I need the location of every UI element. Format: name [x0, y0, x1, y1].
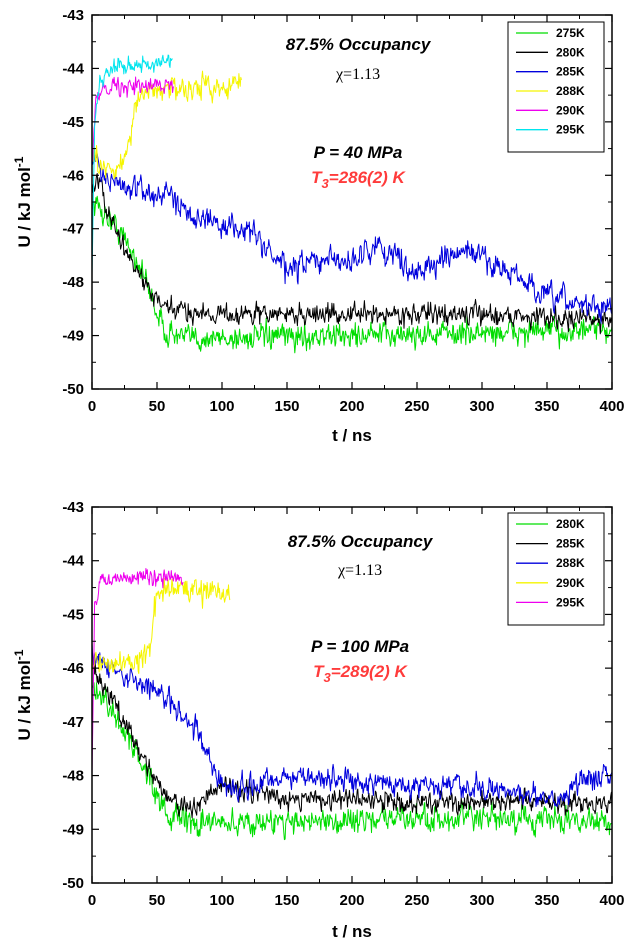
pressure-annotation: P = 100 MPa — [311, 637, 409, 656]
occupancy-annotation: 87.5% Occupancy — [288, 532, 434, 551]
x-tick-label: 200 — [339, 892, 364, 909]
legend-box — [507, 512, 605, 626]
y-tick-label: -44 — [62, 553, 84, 570]
x-tick-label: 100 — [209, 892, 234, 909]
series-line-288K — [92, 70, 242, 180]
y-tick-label: -46 — [62, 167, 84, 184]
y-tick-label: -47 — [62, 221, 84, 238]
x-tick-label: 400 — [599, 398, 624, 415]
series-line-275K — [92, 195, 612, 354]
series-line-295K — [92, 54, 173, 275]
legend-label-280K: 280K — [556, 45, 585, 59]
x-tick-label: 100 — [209, 398, 234, 415]
chart-panel-1: 0 50 100 150 200 250 300 350 400 -50 -49 -48 -47 -46 -… — [12, 7, 625, 445]
x-tick-label: 250 — [404, 892, 429, 909]
y-tick-label: -43 — [62, 499, 84, 516]
x-tick-label: 50 — [149, 892, 166, 909]
x-tick-label: 400 — [599, 892, 624, 909]
legend-label-275K: 275K — [556, 26, 585, 40]
x-tick-label: 0 — [88, 398, 96, 415]
series-line-285K — [92, 656, 612, 819]
y-tick-label: -45 — [62, 606, 84, 623]
y-tick-label: -50 — [62, 381, 84, 398]
x-tick-label: 300 — [469, 892, 494, 909]
legend-box — [507, 21, 605, 153]
y-tick-label: -43 — [62, 7, 84, 24]
chi-annotation: χ=1.13 — [335, 66, 380, 83]
t3-value: =286(2) K — [329, 168, 407, 187]
series-line-290K — [92, 76, 174, 162]
chart-panel-2: 0 50 100 150 200 250 300 350 400 -50 -49 -48 -47 -46 -… — [12, 499, 625, 941]
series-line-285K — [92, 153, 612, 324]
y-axis-label: U / kJ mol-1 — [12, 156, 34, 247]
legend-label-290K: 290K — [556, 576, 585, 590]
t3-annotation: T3=286(2) K — [311, 168, 406, 191]
y-axis-label-superscript: -1 — [12, 649, 26, 660]
legend-label-288K: 288K — [556, 556, 585, 570]
x-tick-label: 350 — [534, 892, 559, 909]
occupancy-annotation: 87.5% Occupancy — [286, 35, 432, 54]
pressure-annotation: P = 40 MPa — [314, 143, 403, 162]
y-tick-label: -49 — [62, 821, 84, 838]
x-tick-label: 250 — [404, 398, 429, 415]
series-group — [92, 568, 612, 841]
series-line-295K — [92, 568, 184, 775]
y-axis-label: U / kJ mol-1 — [12, 649, 34, 740]
legend: 280K 285K 288K 290K 295K — [507, 512, 605, 626]
legend-label-288K: 288K — [556, 84, 585, 98]
x-tick-label: 0 — [88, 892, 96, 909]
x-axis-label: t / ns — [332, 922, 372, 941]
x-tick-label: 50 — [149, 398, 166, 415]
t3-annotation: T3=289(2) K — [313, 662, 408, 685]
series-line-288K — [92, 642, 612, 807]
t3-subscript: 3 — [324, 670, 332, 685]
legend-label-285K: 285K — [556, 65, 585, 79]
legend: 275K 280K 285K 288K 290K 295K — [507, 21, 605, 153]
legend-label-290K: 290K — [556, 103, 585, 117]
legend-label-285K: 285K — [556, 537, 585, 551]
x-tick-label: 150 — [274, 398, 299, 415]
legend-label-280K: 280K — [556, 517, 585, 531]
x-tick-label: 200 — [339, 398, 364, 415]
y-tick-label: -48 — [62, 274, 84, 291]
legend-label-295K: 295K — [556, 595, 585, 609]
x-axis-label: t / ns — [332, 426, 372, 445]
y-tick-label: -48 — [62, 768, 84, 785]
series-line-280K — [92, 173, 612, 335]
y-tick-label: -45 — [62, 114, 84, 131]
t3-value: =289(2) K — [331, 662, 409, 681]
y-tick-label: -47 — [62, 714, 84, 731]
x-tick-label: 150 — [274, 892, 299, 909]
y-tick-label: -44 — [62, 60, 84, 77]
y-axis-label-superscript: -1 — [12, 156, 26, 167]
legend-label-295K: 295K — [556, 123, 585, 137]
chi-annotation: χ=1.13 — [337, 562, 382, 579]
y-tick-label: -50 — [62, 875, 84, 892]
x-tick-label: 350 — [534, 398, 559, 415]
t3-subscript: 3 — [322, 176, 330, 191]
series-line-290K — [92, 578, 231, 674]
y-tick-label: -49 — [62, 328, 84, 345]
y-tick-label: -46 — [62, 660, 84, 677]
x-tick-label: 300 — [469, 398, 494, 415]
series-group — [92, 54, 612, 354]
